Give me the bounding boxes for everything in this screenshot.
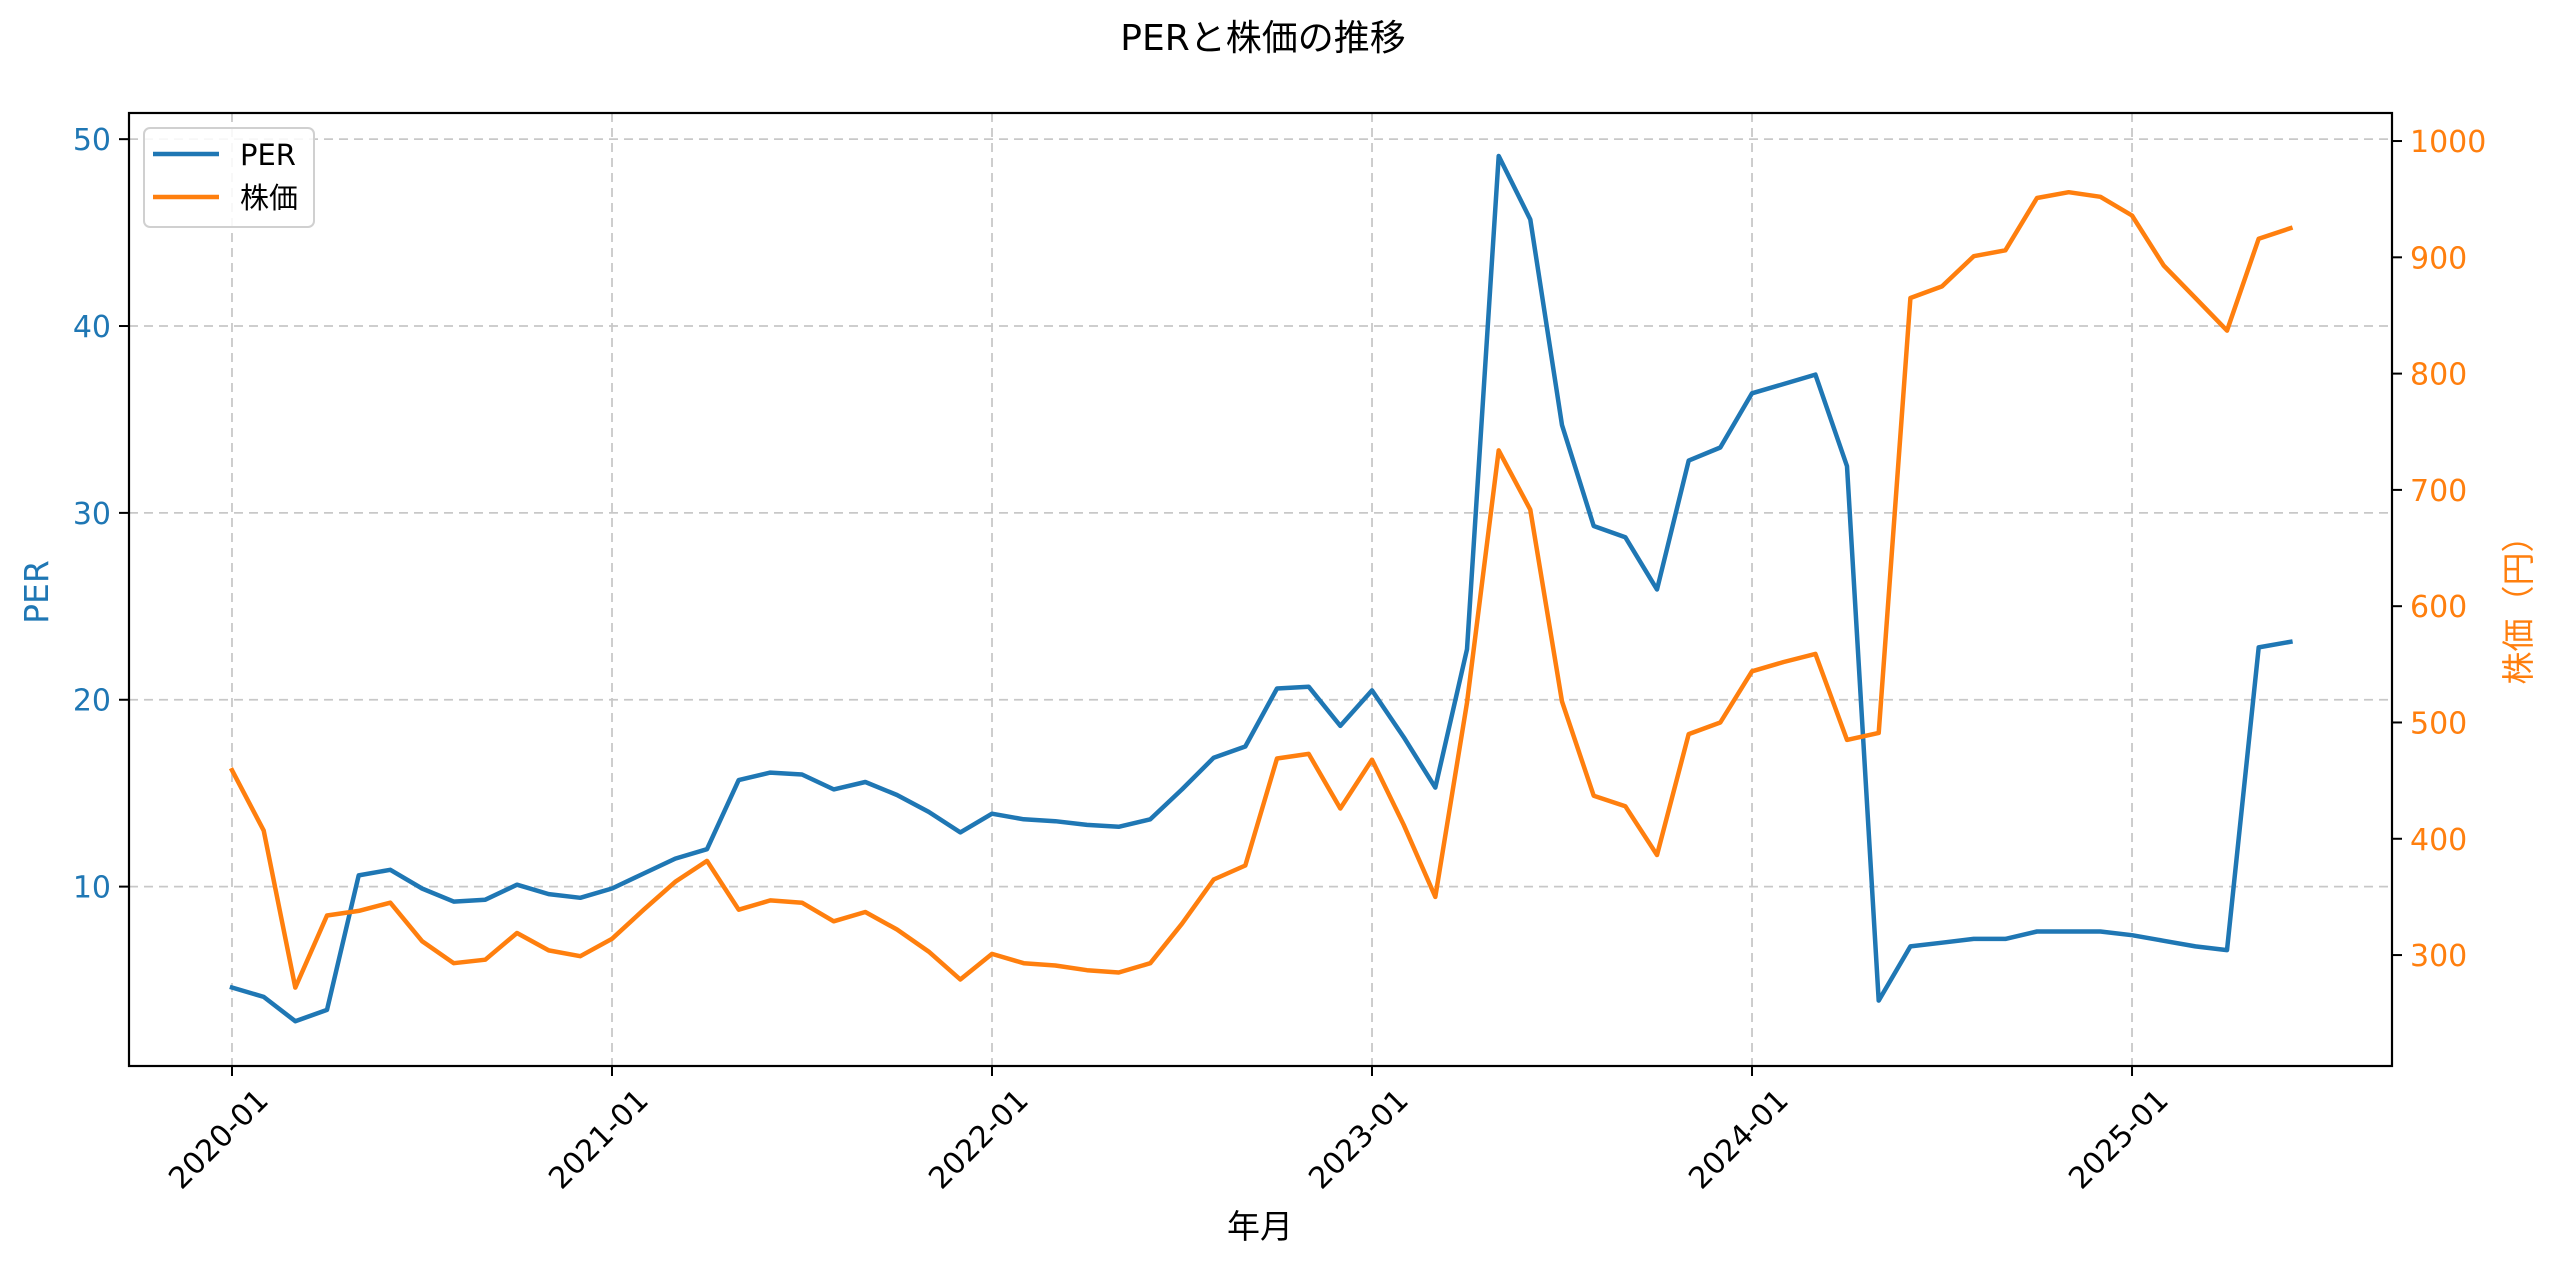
- y-right-tick-label: 1000: [2410, 125, 2486, 160]
- series-per-line: [229, 153, 2294, 1024]
- y-left-tick-label: 30: [73, 497, 111, 532]
- grid-lines: [129, 113, 2392, 1066]
- y-axis-right-ticks: 300 400 500 600 700 800 900 1000: [2392, 125, 2486, 974]
- x-axis-label: 年月: [1227, 1207, 1293, 1246]
- x-tick-label: 2024-01: [1682, 1083, 1795, 1196]
- y-right-tick-label: 400: [2410, 823, 2467, 858]
- y-right-tick-label: 500: [2410, 706, 2467, 741]
- x-tick-label: 2021-01: [542, 1083, 655, 1196]
- legend-label-per: PER: [240, 138, 296, 172]
- chart-title: PERと株価の推移: [1120, 18, 1405, 59]
- x-tick-label: 2025-01: [2062, 1083, 2175, 1196]
- x-tick-label: 2022-01: [922, 1083, 1035, 1196]
- x-axis-ticks: 2020-01 2021-01 2022-01 2023-01 2024-01 2025-…: [162, 1066, 2176, 1196]
- y-left-tick-label: 40: [73, 310, 111, 345]
- y-left-tick-label: 50: [73, 123, 111, 158]
- plot-series: [228, 153, 2294, 1024]
- y-right-tick-label: 800: [2410, 358, 2467, 393]
- y-left-tick-label: 20: [73, 684, 111, 719]
- legend-label-price: 株価: [240, 181, 298, 215]
- x-tick-label: 2020-01: [162, 1083, 275, 1196]
- legend: PER 株価: [143, 127, 315, 228]
- y-right-tick-label: 300: [2410, 939, 2467, 974]
- y-left-tick-label: 10: [73, 871, 111, 906]
- y-right-tick-label: 900: [2410, 241, 2467, 276]
- y-right-tick-label: 600: [2410, 590, 2467, 625]
- y-axis-left-label: PER: [17, 560, 56, 624]
- y-right-tick-label: 700: [2410, 474, 2467, 509]
- series-price-line: [228, 189, 2294, 990]
- x-tick-label: 2023-01: [1302, 1083, 1415, 1196]
- y-axis-right-label: 株価（円）: [2499, 520, 2538, 685]
- y-axis-left-ticks: 10 20 30 40 50: [73, 123, 129, 906]
- plot-frame: [127, 111, 2394, 1068]
